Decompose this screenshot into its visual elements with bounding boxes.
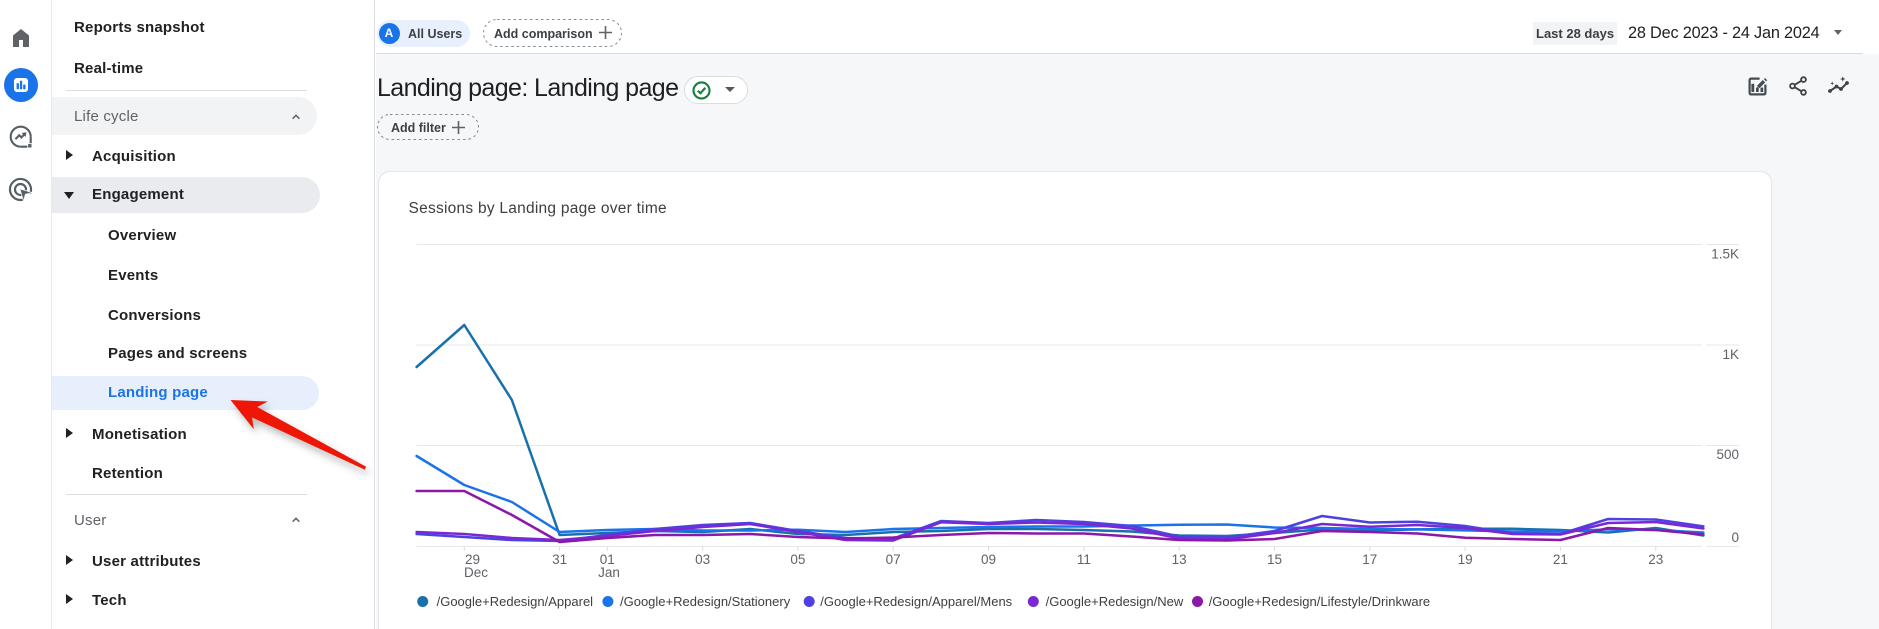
svg-text:11: 11 <box>1077 552 1091 567</box>
svg-text:01: 01 <box>600 552 615 567</box>
svg-text:/Google+Redesign/New: /Google+Redesign/New <box>1046 594 1184 609</box>
svg-text:19: 19 <box>1458 552 1473 567</box>
svg-text:13: 13 <box>1172 552 1187 567</box>
svg-text:/Google+Redesign/Apparel/Mens: /Google+Redesign/Apparel/Mens <box>820 594 1012 609</box>
svg-text:03: 03 <box>695 552 710 567</box>
svg-text:/Google+Redesign/Lifestyle/Dri: /Google+Redesign/Lifestyle/Drinkware <box>1209 594 1430 609</box>
svg-text:/Google+Redesign/Apparel: /Google+Redesign/Apparel <box>437 594 594 609</box>
svg-text:15: 15 <box>1267 552 1282 567</box>
svg-text:31: 31 <box>552 552 567 567</box>
svg-text:Jan: Jan <box>598 565 620 580</box>
svg-text:0: 0 <box>1731 530 1739 545</box>
svg-text:1.5K: 1.5K <box>1711 247 1739 262</box>
svg-text:/Google+Redesign/Stationery: /Google+Redesign/Stationery <box>620 594 791 609</box>
svg-text:05: 05 <box>790 552 805 567</box>
svg-text:17: 17 <box>1362 552 1377 567</box>
svg-text:09: 09 <box>981 552 996 567</box>
svg-text:29: 29 <box>465 552 480 567</box>
svg-text:Dec: Dec <box>464 565 488 580</box>
svg-text:07: 07 <box>886 552 901 567</box>
svg-text:1K: 1K <box>1722 347 1739 362</box>
svg-text:21: 21 <box>1553 552 1568 567</box>
svg-text:500: 500 <box>1716 447 1739 462</box>
svg-text:23: 23 <box>1648 552 1663 567</box>
